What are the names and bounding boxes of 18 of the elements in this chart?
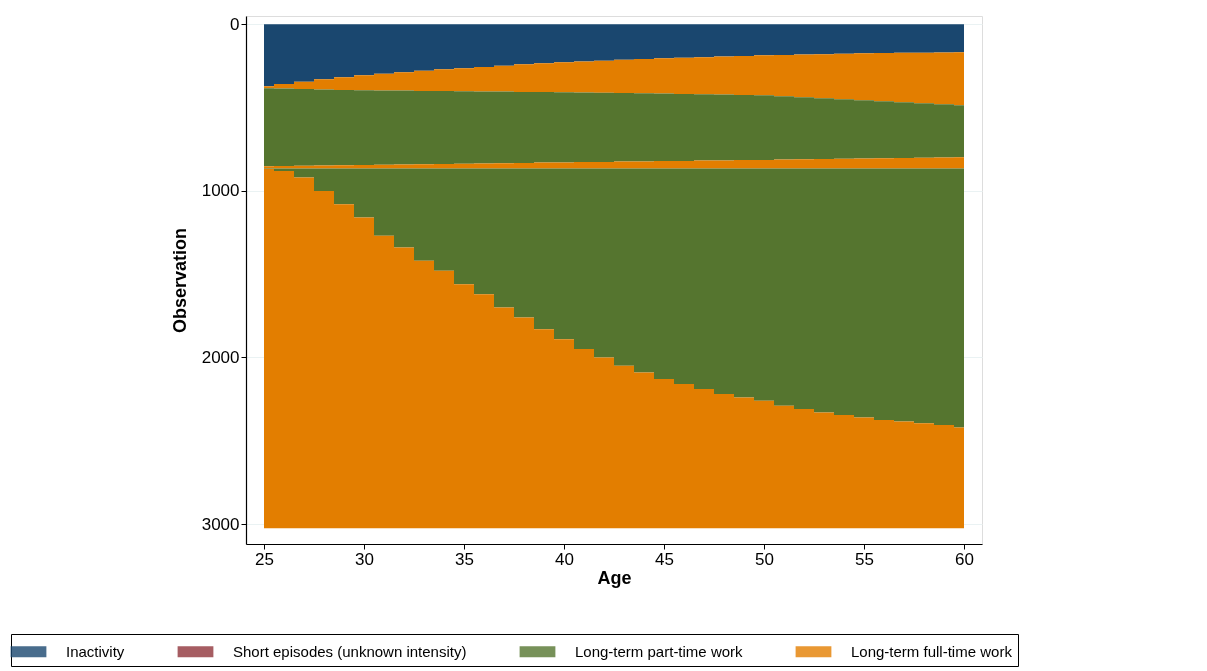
x-tick-label: 50 (755, 549, 774, 569)
x-tick-label: 45 (655, 549, 674, 569)
y-tick-label: 1000 (201, 181, 240, 201)
x-tick-label: 60 (955, 549, 974, 569)
x-tick-label: 30 (355, 549, 374, 569)
y-tick-label: 0 (230, 14, 240, 34)
y-tick-label: 2000 (201, 347, 240, 367)
legend-label: Inactivity (66, 642, 125, 660)
legend-label: Long-term part-time work (575, 642, 744, 660)
legend-label: Long-term full-time work (851, 642, 1013, 660)
y-tick-label: 3000 (201, 514, 240, 534)
x-tick-label: 55 (855, 549, 874, 569)
legend-label: Short episodes (unknown intensity) (233, 642, 467, 660)
y-axis-title: Observation (169, 227, 190, 334)
x-axis-title: Age (597, 567, 632, 588)
x-tick-label: 35 (455, 549, 474, 569)
x-tick-label: 40 (555, 549, 574, 569)
x-tick-label: 25 (255, 549, 274, 569)
